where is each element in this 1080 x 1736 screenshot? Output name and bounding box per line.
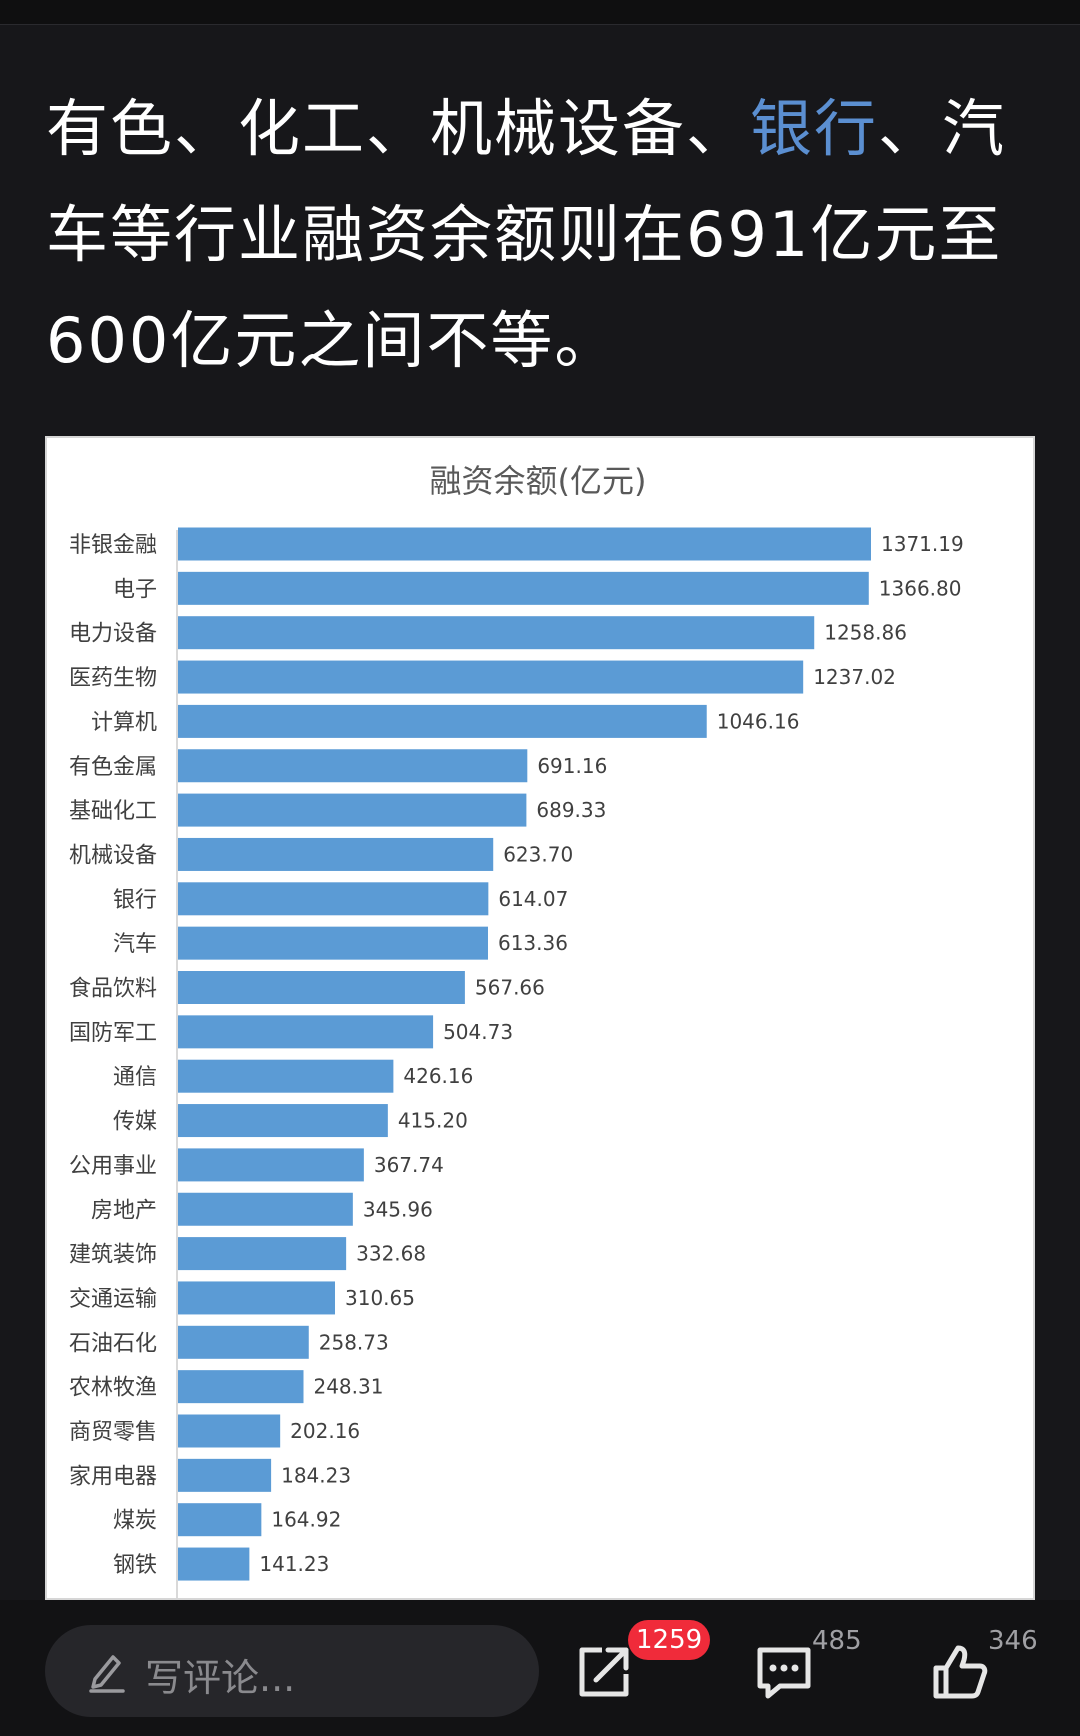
category-label: 汽车 [113,932,157,957]
comment-count: 485 [812,1626,862,1656]
bar [178,1458,272,1492]
value-label: 367.74 [374,1153,444,1177]
value-label: 345.96 [363,1197,433,1221]
category-label: 电子 [113,577,157,602]
like-count: 346 [988,1626,1038,1656]
bar [178,1547,250,1581]
bar [178,1325,309,1359]
value-label: 202.16 [290,1419,360,1443]
value-label: 164.92 [271,1508,341,1532]
value-label: 258.73 [319,1330,389,1354]
bar [178,1015,434,1049]
comment-placeholder: 写评论... [145,1656,296,1700]
value-label: 1371.19 [881,532,964,556]
value-label: 248.31 [313,1375,383,1399]
like-button[interactable] [928,1640,992,1704]
category-label: 钢铁 [113,1553,157,1578]
category-label: 煤炭 [113,1509,157,1534]
category-label: 医药生物 [69,666,157,691]
bar [178,1059,394,1093]
bar [178,793,527,827]
bar [178,1503,262,1537]
value-label: 310.65 [345,1286,415,1310]
share-count-badge: 1259 [628,1620,711,1660]
pencil-icon [89,1655,125,1693]
bar [178,1104,388,1138]
value-label: 426.16 [403,1064,473,1088]
category-label: 公用事业 [69,1154,157,1179]
category-label: 银行 [113,888,157,913]
value-label: 1046.16 [717,709,800,733]
category-label: 电力设备 [69,622,157,647]
bar [178,971,465,1004]
bar [178,926,488,960]
category-label: 非银金融 [69,533,157,558]
top-strip [0,0,1080,25]
value-label: 332.68 [356,1242,426,1266]
bar [178,616,815,650]
bar [178,1370,304,1404]
chart-bars: 非银金融 1371.19 电子 1366.80 电力设备 1258.86 医药生物 1237.… [69,527,964,1581]
bar [178,660,804,694]
like-icon [933,1645,988,1699]
value-label: 613.36 [498,931,568,955]
bar [178,1237,347,1271]
bar [178,704,707,738]
category-label: 建筑装饰 [69,1243,157,1268]
value-label: 614.07 [498,887,568,911]
value-label: 1258.86 [824,621,907,645]
financing-balance-chart: 融资余额(亿元) 非银金融 1371.19 电子 1366.80 电力设备 1258.86… [69,462,964,1598]
category-label: 石油石化 [69,1331,157,1356]
value-label: 1366.80 [879,576,962,600]
value-label: 415.20 [398,1109,468,1133]
value-label: 141.23 [259,1552,329,1576]
comment-icon [757,1647,811,1699]
category-label: 国防军工 [69,1021,157,1046]
bank-link[interactable]: 银行 [750,92,879,165]
article-text-after: 、汽车等行业融资余额则在691亿元至600亿元之间不等。 [46,92,1007,377]
value-label: 567.66 [475,976,545,1000]
value-label: 691.16 [537,754,607,778]
comment-button[interactable] [752,1640,816,1704]
bar [178,1414,281,1448]
bar [178,837,494,871]
bar [178,1192,353,1226]
bar [178,571,869,605]
category-label: 通信 [113,1065,157,1090]
category-label: 传媒 [113,1110,157,1135]
bar [178,527,871,561]
bar [178,1148,364,1182]
chart-image: 融资余额(亿元) 非银金融 1371.19 电子 1366.80 电力设备 1258.86… [45,436,1035,1600]
category-label: 机械设备 [69,843,157,868]
category-label: 家用电器 [69,1464,157,1489]
article-text-before: 有色、化工、机械设备、 [46,92,751,165]
category-label: 房地产 [91,1198,157,1223]
bar [178,882,489,916]
article-paragraph: 有色、化工、机械设备、银行、汽车等行业融资余额则在691亿元至600亿元之间不等… [46,76,1046,394]
category-label: 计算机 [91,710,157,735]
category-label: 交通运输 [69,1287,157,1312]
category-label: 有色金属 [69,755,157,780]
bottom-action-bar: 写评论... 1259 485 346 [0,1600,1080,1736]
value-label: 689.33 [536,798,606,822]
value-label: 1237.02 [813,665,896,689]
comment-input[interactable]: 写评论... [45,1625,539,1717]
value-label: 184.23 [281,1463,351,1487]
category-label: 农林牧渔 [69,1376,157,1401]
value-label: 504.73 [443,1020,513,1044]
share-icon [579,1647,629,1697]
bar [178,749,528,783]
category-label: 基础化工 [69,799,157,824]
chart-title: 融资余额(亿元) [430,462,647,500]
share-button[interactable] [572,1640,636,1704]
bar [178,1281,336,1315]
category-label: 食品饮料 [69,977,157,1002]
category-label: 商贸零售 [69,1420,157,1445]
value-label: 623.70 [503,842,573,866]
